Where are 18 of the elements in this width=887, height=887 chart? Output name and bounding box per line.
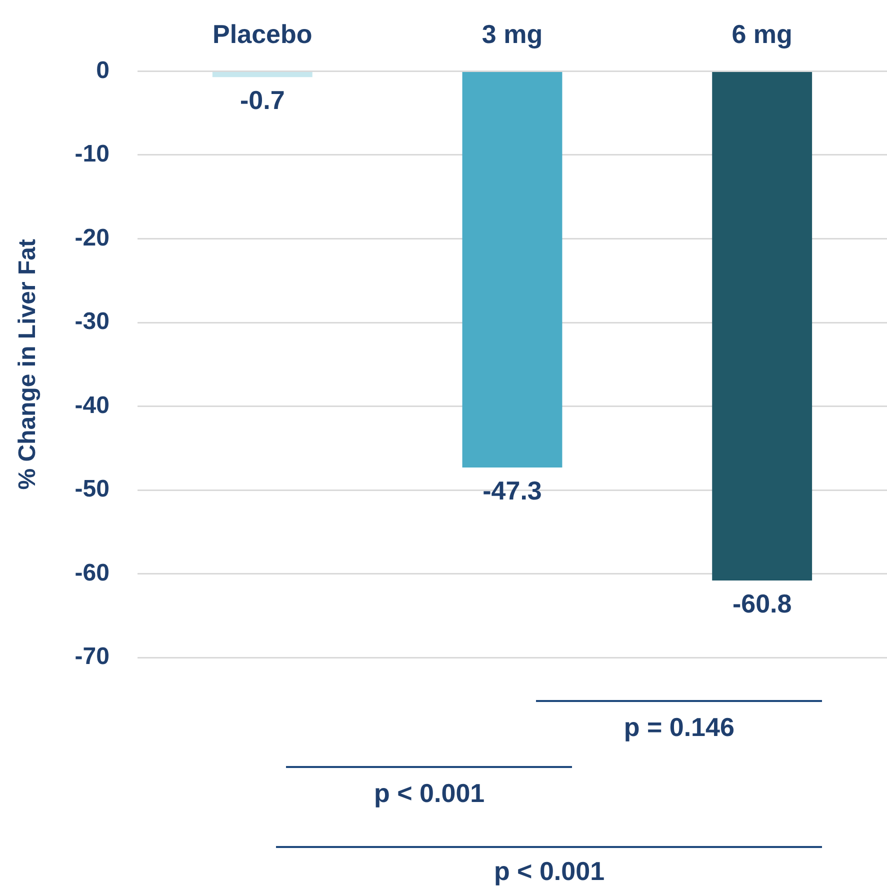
y-tick-label: -50 [74, 476, 110, 503]
y-tick-label: -10 [74, 140, 110, 168]
data-label: -0.7 [240, 85, 285, 116]
x-tick-label: 3 mg [482, 18, 543, 49]
y-tick-label: -70 [74, 643, 110, 670]
y-tick-label: 0 [96, 56, 110, 84]
x-tick-label: 6 mg [732, 18, 792, 49]
data-label: -47.3 [482, 476, 542, 506]
x-tick-label: Placebo [212, 18, 312, 49]
y-tick-label: -20 [74, 224, 110, 252]
y-tick-label: -30 [74, 308, 110, 336]
y-axis-title: % Change in Liver Fat [14, 239, 42, 490]
text: p = 0.146 [622, 712, 736, 743]
text: p < 0.001 [492, 856, 606, 887]
y-tick-label: -40 [74, 392, 110, 419]
y-tick-label: -60 [74, 559, 110, 586]
text: p < 0.001 [373, 778, 486, 809]
data-label: -60.8 [732, 588, 792, 619]
